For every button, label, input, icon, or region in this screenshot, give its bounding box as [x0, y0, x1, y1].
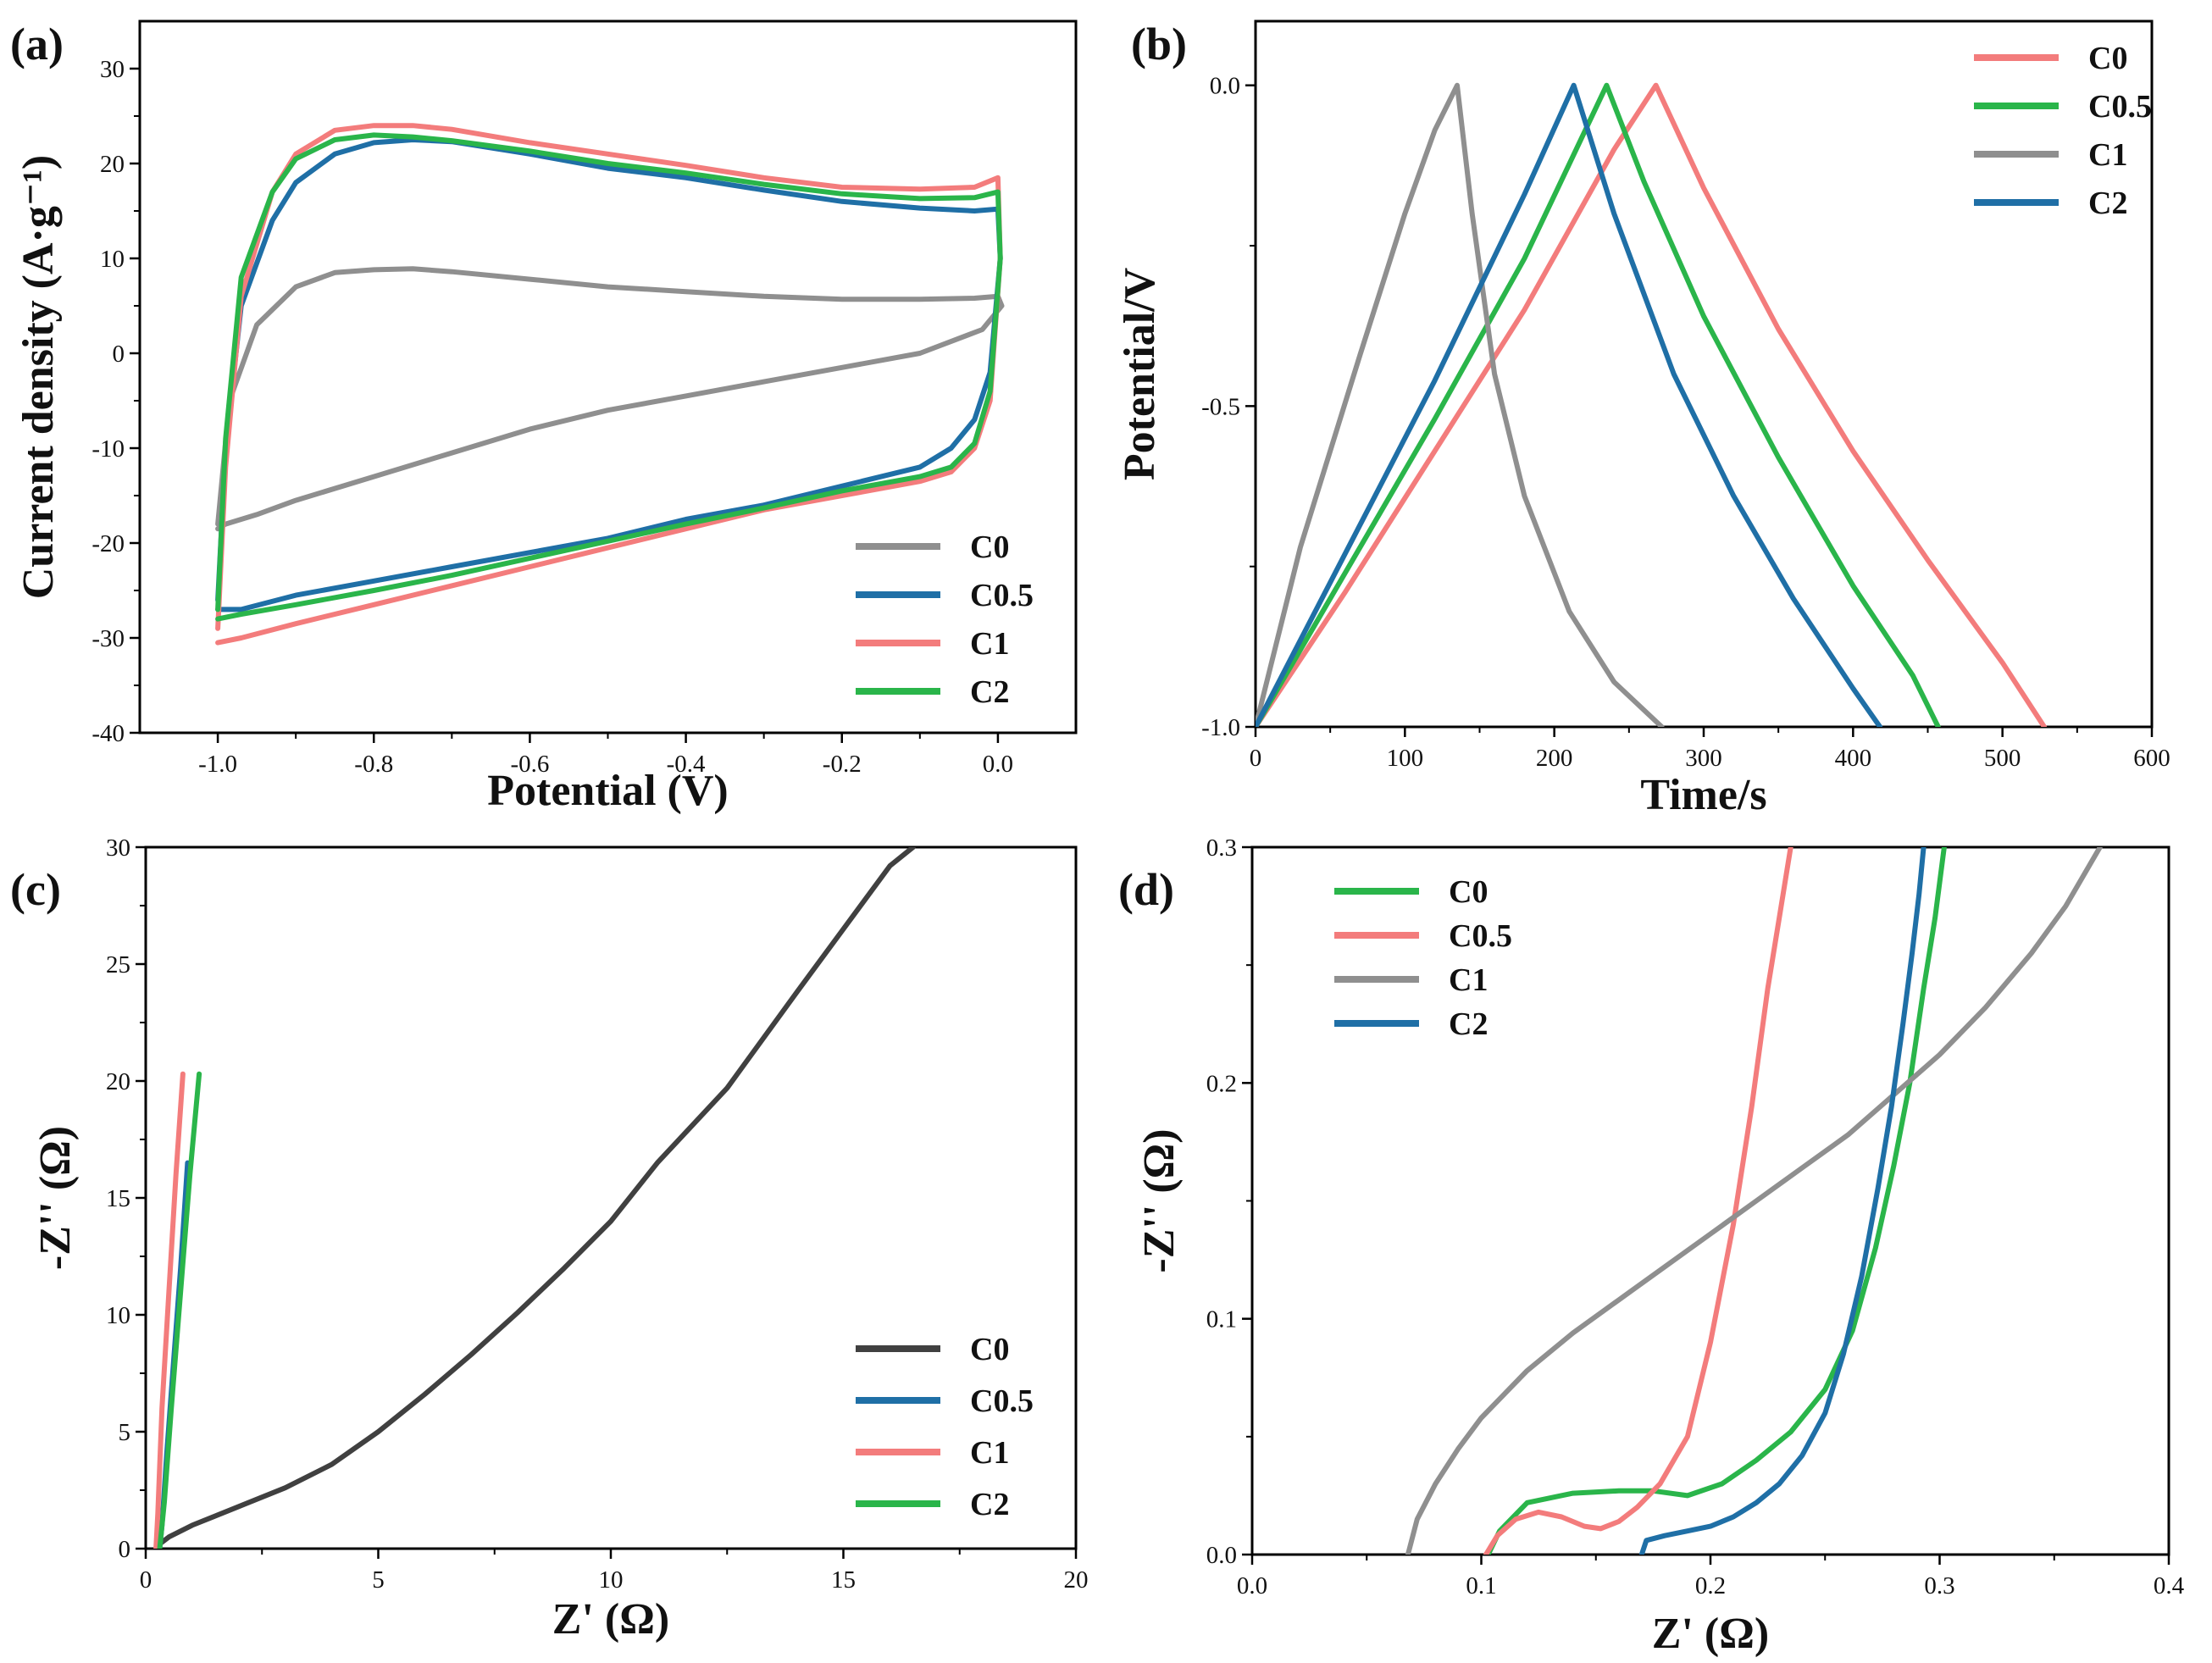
legend-entry-b: C1 — [2088, 137, 2127, 173]
y-tick-label-a: 20 — [100, 151, 125, 178]
y-axis-label-c: -Z'' (Ω) — [31, 1126, 80, 1270]
x-tick-label-c: 0 — [140, 1566, 152, 1594]
legend-entry-c: C0 — [970, 1332, 1009, 1367]
panel-label-d: (d) — [1118, 864, 1174, 915]
y-tick-label-c: 15 — [106, 1185, 130, 1212]
series-line-c-c2 — [157, 1071, 202, 1549]
x-axis-label-b: Time/s — [1640, 771, 1766, 819]
x-tick-label-d: 0.3 — [1924, 1572, 1954, 1599]
y-tick-label-d: 0.2 — [1206, 1070, 1237, 1097]
series-line-c-c0 — [157, 847, 916, 1547]
series-line-a-c0 — [215, 266, 1005, 532]
x-tick-label-d: 0.0 — [1237, 1572, 1267, 1599]
legend-entry-c: C0.5 — [970, 1383, 1034, 1419]
legend-entry-c: C1 — [970, 1435, 1009, 1471]
x-tick-label-a: -0.2 — [823, 751, 862, 778]
y-tick-label-a: -20 — [91, 530, 125, 557]
x-tick-label-b: 200 — [1536, 745, 1573, 772]
x-tick-label-a: -0.4 — [667, 751, 706, 778]
legend-entry-a: C1 — [970, 626, 1009, 662]
legend-entry-d: C0.5 — [1449, 918, 1512, 954]
panel-label-a: (a) — [10, 19, 64, 69]
x-tick-label-b: 500 — [1984, 745, 2021, 772]
legend-d: C0 C0.5 C1 C2 — [1334, 874, 1512, 1042]
panel-d: 0.0 0.1 0.2 0.3 0.4 0.0 0.1 0.2 0.3 Z' (Ω) -Z'' (Ω… — [1118, 834, 2185, 1658]
legend-c: C0 C0.5 C1 C2 — [856, 1332, 1034, 1522]
x-tick-label-b: 100 — [1387, 745, 1424, 772]
y-tick-label-d: 0.0 — [1206, 1542, 1237, 1569]
y-tick-label-d: 0.3 — [1206, 834, 1237, 862]
y-tick-label-a: -10 — [91, 435, 125, 463]
legend-entry-d: C0 — [1449, 874, 1488, 910]
series-line-c-c1 — [153, 1071, 186, 1549]
panel-a: -1.0 -0.8 -0.6 -0.4 -0.2 0.0 -40 -30 -20 -10 0 10 20… — [10, 19, 1078, 815]
x-tick-label-a: -0.6 — [510, 751, 549, 778]
legend-entry-c: C2 — [970, 1487, 1009, 1522]
legend-entry-b: C0 — [2088, 41, 2127, 76]
x-tick-label-c: 5 — [372, 1566, 385, 1594]
x-tick-label-b: 400 — [1835, 745, 1872, 772]
series-line-b-c0 — [1256, 82, 2047, 727]
series-line-a-c1 — [215, 123, 1003, 646]
y-tick-label-c: 10 — [106, 1302, 130, 1329]
series-line-b-c1 — [1256, 82, 1665, 727]
panel-label-c: (c) — [10, 864, 61, 915]
x-tick-label-c: 10 — [599, 1566, 624, 1594]
legend-entry-b: C2 — [2088, 186, 2127, 221]
y-tick-label-b: 0.0 — [1210, 73, 1240, 100]
y-tick-label-a: -40 — [91, 720, 125, 747]
y-tick-label-c: 20 — [106, 1068, 130, 1095]
y-tick-label-c: 5 — [119, 1419, 131, 1446]
x-tick-label-a: -0.8 — [354, 751, 393, 778]
series-line-d-c2 — [1638, 847, 1926, 1555]
series-line-a-c2 — [215, 132, 1003, 622]
x-axis-label-a: Potential (V) — [487, 767, 728, 815]
series-line-b-c2 — [1256, 82, 1883, 727]
y-tick-label-a: 10 — [100, 246, 125, 273]
y-tick-label-c: 0 — [119, 1536, 131, 1563]
series-line-a-c0_5 — [215, 137, 1003, 613]
plot-frame-b — [1254, 19, 2154, 729]
panel-label-b: (b) — [1131, 19, 1187, 69]
x-axis-label-c: Z' (Ω) — [552, 1595, 669, 1644]
legend-entry-b: C0.5 — [2088, 89, 2152, 125]
x-tick-label-b: 0 — [1250, 745, 1262, 772]
x-tick-label-d: 0.2 — [1695, 1572, 1726, 1599]
x-tick-label-d: 0.4 — [2154, 1572, 2185, 1599]
legend-entry-a: C0 — [970, 529, 1009, 565]
x-tick-label-a: -1.0 — [198, 751, 237, 778]
x-axis-label-d: Z' (Ω) — [1652, 1610, 1769, 1658]
legend-entry-a: C2 — [970, 674, 1009, 710]
y-tick-label-c: 30 — [106, 834, 130, 862]
legend-entry-a: C0.5 — [970, 578, 1034, 613]
y-tick-label-a: -30 — [91, 625, 125, 652]
series-line-b-c0_5 — [1256, 82, 1941, 727]
x-tick-label-d: 0.1 — [1466, 1572, 1496, 1599]
y-tick-label-c: 25 — [106, 951, 130, 978]
x-tick-label-b: 300 — [1685, 745, 1722, 772]
x-tick-label-a: 0.0 — [983, 751, 1013, 778]
y-axis-label-d: -Z'' (Ω) — [1135, 1128, 1184, 1272]
y-tick-label-d: 0.1 — [1206, 1306, 1237, 1333]
x-tick-label-c: 15 — [831, 1566, 856, 1594]
series-line-d-c0 — [1485, 847, 1947, 1555]
series-line-d-c0_5 — [1483, 847, 1793, 1555]
series-line-d-c1 — [1405, 847, 2103, 1555]
y-axis-label-b: Potential/V — [1116, 268, 1164, 480]
y-tick-label-a: 30 — [100, 56, 125, 83]
panel-b: 0 100 200 300 400 500 600 -1.0 -0.5 0.0 Time/s Pote… — [1116, 19, 2170, 819]
legend-b: C0 C0.5 C1 C2 — [1974, 41, 2152, 221]
y-tick-label-b: -1.0 — [1201, 714, 1240, 741]
x-tick-label-c: 20 — [1064, 1566, 1089, 1594]
legend-a: C0 C0.5 C1 C2 — [856, 529, 1034, 710]
y-axis-label-a: Current density (A·g⁻¹) — [14, 155, 63, 600]
legend-entry-d: C2 — [1449, 1006, 1488, 1042]
x-tick-label-b: 600 — [2133, 745, 2170, 772]
y-tick-label-a: 0 — [113, 341, 125, 368]
plot-frame-c — [144, 845, 1078, 1550]
legend-entry-d: C1 — [1449, 962, 1488, 998]
y-tick-label-b: -0.5 — [1201, 393, 1240, 420]
